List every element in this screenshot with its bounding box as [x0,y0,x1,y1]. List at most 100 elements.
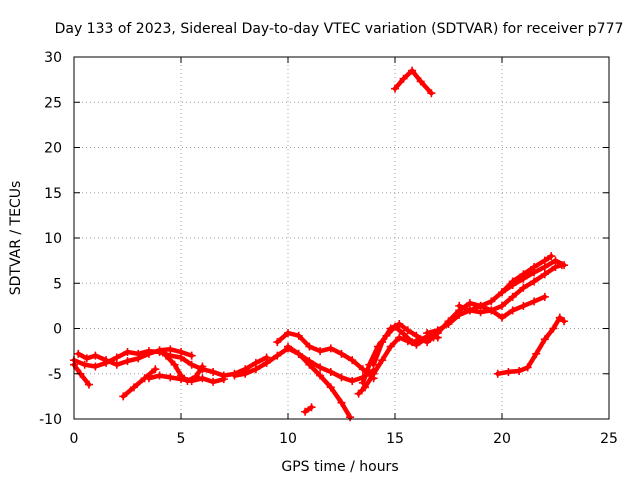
data-point [187,351,196,360]
data-point [395,319,404,328]
data-point [498,301,506,310]
data-point [123,357,132,366]
data-point [198,374,207,383]
data-point [155,346,164,355]
data-point [386,324,395,333]
series-track-8 [273,329,378,383]
data-point [112,360,121,369]
y-tick-label: 25 [44,95,62,111]
data-point [391,84,399,93]
data-point [151,365,160,374]
data-point [403,326,412,335]
data-point [560,317,569,326]
x-tick-label: 25 [600,431,618,447]
series-line [275,330,376,381]
data-point [540,335,549,344]
data-point [198,362,207,371]
data-point [134,354,143,363]
data-point [166,345,175,354]
axis-ticks: 0 5 10 15 20 25 -10 -5 0 5 10 15 20 25 30 [39,50,618,447]
data-point [307,403,316,412]
data-point [144,349,153,358]
data-point [294,331,303,340]
series-track-2 [74,345,196,369]
data-point [555,313,564,322]
data-point [183,376,192,385]
data-point [540,270,549,279]
data-point [547,252,556,261]
data-point [408,66,417,75]
series-track-6 [162,351,207,385]
data-point [423,329,432,338]
data-point [423,338,432,347]
data-point [519,301,528,310]
data-point [532,349,541,358]
data-point [326,383,335,392]
series-line [71,362,92,387]
data-point [348,376,357,385]
data-point [162,351,171,360]
data-point [358,378,367,387]
data-point [129,383,138,392]
series-line [360,324,441,386]
data-point [386,342,395,351]
y-tick-label: 15 [44,186,62,202]
data-point [476,301,485,310]
data-point [530,277,539,286]
data-point [395,333,404,342]
x-tick-label: 15 [386,431,404,447]
x-tick-label: 10 [279,431,297,447]
data-point [273,338,282,347]
data-point [112,353,121,362]
data-point [91,351,100,360]
data-point [316,371,325,380]
series-line [424,262,565,336]
data-point [378,338,387,347]
y-tick-label: 20 [44,141,62,157]
series-line [392,68,434,96]
y-tick-label: 10 [44,231,62,247]
series-track-4 [119,365,160,401]
data-point [305,342,314,351]
data-point [455,301,464,310]
data-point [294,349,303,358]
data-point [493,369,502,378]
data-point [519,283,528,292]
data-point [369,360,378,369]
data-point [433,326,442,335]
x-tick-label: 5 [177,431,186,447]
data-point [465,306,474,315]
data-point [170,360,179,369]
data-point [354,389,363,398]
data-point [84,380,93,389]
data-point [262,358,271,367]
series-track-17 [493,313,569,378]
data-point [523,363,532,372]
data-point [301,407,310,416]
data-point [337,373,346,382]
data-point [412,331,421,340]
data-point [284,342,292,351]
data-point [487,306,496,315]
data-point [399,74,408,83]
data-point [337,398,346,407]
y-tick-label: -5 [48,367,62,383]
data-point [519,274,528,283]
data-point [74,349,83,358]
data-point [549,324,558,333]
data-point [504,367,513,376]
y-tick-label: -10 [39,412,62,428]
data-point [144,374,153,383]
data-point [241,369,250,378]
data-series [70,66,569,422]
data-point [326,344,335,353]
chart-title: Day 133 of 2023, Sidereal Day-to-day VTE… [55,21,624,37]
data-point [540,292,549,301]
y-axis-label: SDTVAR / TECUs [8,181,24,296]
data-point [219,375,228,384]
y-tick-label: 5 [53,276,62,292]
series-track-9 [284,342,355,422]
data-point [119,392,128,401]
data-point [530,268,539,277]
